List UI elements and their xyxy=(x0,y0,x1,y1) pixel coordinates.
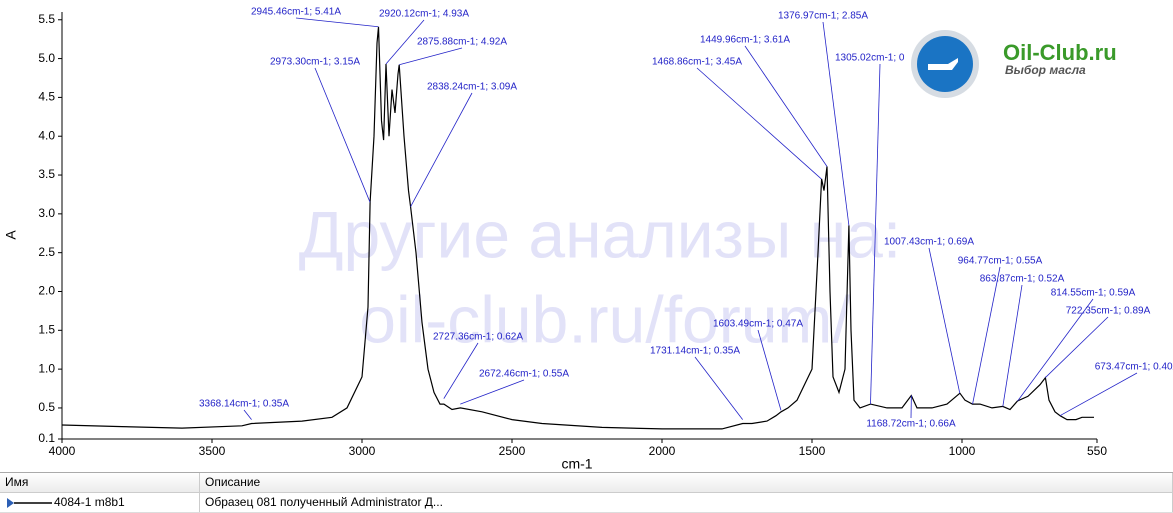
y-tick-label: 5.5 xyxy=(38,12,55,26)
annotation-label: 2727.36cm-1; 0.62A xyxy=(433,332,523,343)
annotation-leader xyxy=(973,267,1000,404)
x-tick-label: 2000 xyxy=(649,444,676,458)
x-tick-label: 3000 xyxy=(349,444,376,458)
annotation-leader xyxy=(296,18,378,27)
annotation-label: 1731.14cm-1; 0.35A xyxy=(650,346,740,357)
annotation-label: 2672.46cm-1; 0.55A xyxy=(479,369,569,380)
chart: Другие анализы на: oil-club.ru/forum/ A … xyxy=(0,0,1173,470)
y-tick-label: 0.5 xyxy=(38,400,55,414)
y-tick-label: 2.5 xyxy=(38,245,55,259)
table-header: Имя Описание xyxy=(0,473,1173,493)
annotation-label: 1449.96cm-1; 3.61A xyxy=(700,35,790,46)
watermark: Другие анализы на: oil-club.ru/forum/ xyxy=(299,197,901,356)
annotation-label: 964.77cm-1; 0.55A xyxy=(958,256,1043,267)
x-tick-label: 1000 xyxy=(949,444,976,458)
annotation-leader xyxy=(697,68,821,179)
y-tick-label: 3.0 xyxy=(38,206,55,220)
y-tick-label: 0.1 xyxy=(38,431,55,445)
annotation-label: 1007.43cm-1; 0.69A xyxy=(884,237,974,248)
x-tick-label: 550 xyxy=(1087,444,1107,458)
logo: Oil-Club.ru Выбор масла xyxy=(905,25,1145,103)
annotation-leader xyxy=(411,93,472,207)
annotation-label: 1603.49cm-1; 0.47A xyxy=(713,319,803,330)
x-tick-label: 2500 xyxy=(499,444,526,458)
row-icon xyxy=(4,493,54,512)
x-tick-label: 4000 xyxy=(49,444,76,458)
y-tick-label: 3.5 xyxy=(38,167,55,181)
annotation-leader xyxy=(315,68,370,202)
annotation-label: 1168.72cm-1; 0.66A xyxy=(866,419,956,430)
x-axis-label: cm-1 xyxy=(561,456,592,470)
annotation-leader xyxy=(244,410,252,420)
annotation-leader xyxy=(460,380,524,404)
annotation-leader xyxy=(695,357,743,420)
y-tick-label: 2.0 xyxy=(38,284,55,298)
annotation-label: 814.55cm-1; 0.59A xyxy=(1051,288,1136,299)
annotation-label: 1468.86cm-1; 3.45A xyxy=(652,57,742,68)
sample-name: 4084-1 m8b1 xyxy=(54,495,125,509)
annotation-label: 673.47cm-1; 0.40A xyxy=(1095,362,1173,373)
x-tick-label: 1500 xyxy=(799,444,826,458)
header-cell[interactable]: Описание xyxy=(200,473,1173,492)
annotation-label: 863.87cm-1; 0.52A xyxy=(980,274,1065,285)
watermark-line: Другие анализы на: xyxy=(299,197,901,271)
logo-title: Oil-Club.ru xyxy=(1003,40,1117,65)
y-tick-label: 1.5 xyxy=(38,322,55,336)
x-tick-label: 3500 xyxy=(199,444,226,458)
annotation-leader xyxy=(1003,285,1022,406)
annotation-label: 2875.88cm-1; 4.92A xyxy=(417,37,507,48)
y-tick-label: 4.0 xyxy=(38,128,55,142)
annotation-label: 722.35cm-1; 0.89A xyxy=(1066,306,1151,317)
logo-subtitle: Выбор масла xyxy=(1005,63,1086,77)
annotation-label: 2920.12cm-1; 4.93A xyxy=(379,9,469,20)
table: Имя Описание 4084-1 m8b1 Образец 081 пол… xyxy=(0,472,1173,512)
annotation-label: 2838.24cm-1; 3.09A xyxy=(427,82,517,93)
description-cell: Образец 081 полученный Administrator Д..… xyxy=(200,493,1173,512)
header-cell[interactable]: Имя xyxy=(0,473,200,492)
y-axis-label: A xyxy=(3,230,19,240)
annotation-leader xyxy=(929,248,960,393)
annotation-leader xyxy=(745,46,827,166)
annotation-leader xyxy=(399,48,462,65)
annotation-label: 2973.30cm-1; 3.15A xyxy=(270,57,360,68)
annotation-label: 2945.46cm-1; 5.41A xyxy=(251,7,341,18)
y-tick-label: 5.0 xyxy=(38,51,55,65)
annotation-leader xyxy=(1060,373,1137,416)
name-cell: 4084-1 m8b1 xyxy=(0,493,200,512)
annotation-label: 1376.97cm-1; 2.85A xyxy=(778,11,868,22)
y-tick-label: 4.5 xyxy=(38,90,55,104)
annotation-label: 3368.14cm-1; 0.35A xyxy=(199,399,289,410)
y-tick-label: 1.0 xyxy=(38,361,55,375)
table-row[interactable]: 4084-1 m8b1 Образец 081 полученный Admin… xyxy=(0,493,1173,513)
